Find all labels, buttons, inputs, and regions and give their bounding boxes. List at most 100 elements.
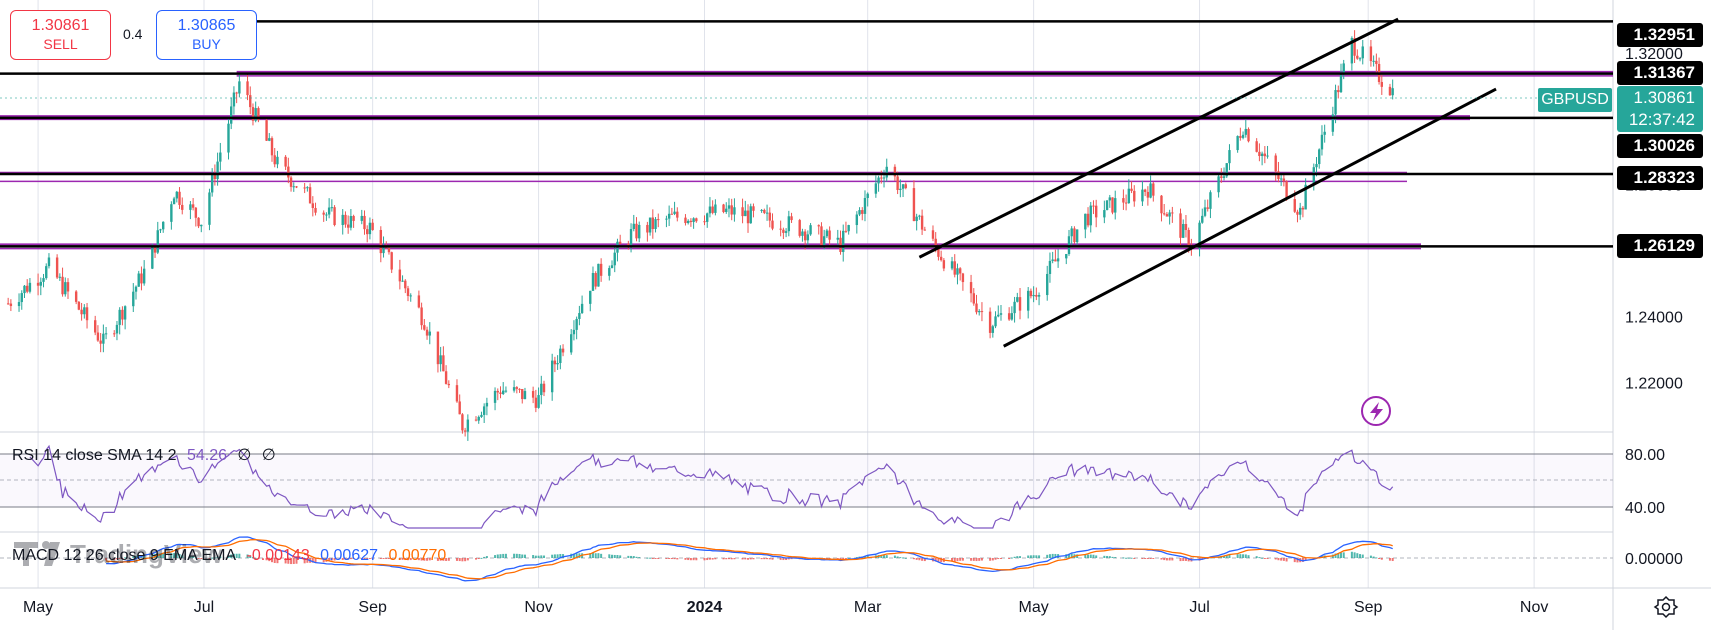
macd-hist-bar (534, 555, 537, 558)
candle (953, 254, 956, 278)
macd-hist-bar (420, 558, 423, 561)
candle (344, 211, 347, 228)
candle (96, 325, 100, 342)
macd-hist-bar (855, 557, 858, 559)
macd-hist-bar (363, 558, 366, 559)
macd-hist-bar (132, 556, 135, 558)
macd-hist-bar (246, 554, 249, 558)
settings-gear-icon[interactable] (1653, 595, 1679, 619)
candle (665, 215, 668, 228)
candle (537, 387, 540, 409)
candle (1056, 249, 1060, 268)
macd-hist-bar (1019, 556, 1022, 558)
candle (915, 213, 918, 231)
macd-hist-bar (1010, 557, 1013, 559)
sell-price: 1.30861 (31, 17, 90, 34)
macd-hist-bar (124, 557, 127, 559)
macd-hist-bar (368, 558, 371, 559)
macd-hist-bar (1239, 554, 1242, 558)
macd-hist-bar (1067, 553, 1070, 558)
macd-hist-bar (766, 558, 769, 560)
rsi-tick-label: 80.00 (1625, 447, 1665, 464)
candle (265, 117, 268, 141)
macd-hist-bar (159, 553, 162, 558)
candle (1111, 197, 1114, 215)
macd-hist-bar (556, 554, 559, 558)
macd-hist-bar (722, 558, 725, 560)
candle (482, 403, 486, 424)
macd-hist-bar (912, 558, 915, 560)
macd-hist-bar (1261, 557, 1264, 559)
macd-hist-bar (1032, 555, 1035, 558)
horizontal-levels[interactable] (0, 20, 1613, 248)
macd-hist-bar (1388, 558, 1391, 561)
macd-hist-bar (787, 558, 790, 560)
macd-hist-bar (303, 558, 306, 564)
lightning-icon[interactable] (1361, 396, 1391, 426)
candle (684, 214, 687, 226)
candle (64, 277, 67, 297)
channel-upper-line[interactable] (918, 17, 1399, 259)
macd-hist-bar (842, 558, 845, 559)
time-axis-ticks: May Jul Sep Nov 2024 Mar May Jul Sep Nov (23, 599, 1548, 616)
candle (1318, 148, 1321, 169)
x-tick-label: 2024 (687, 599, 723, 616)
candle (1026, 287, 1030, 319)
candle (703, 215, 706, 226)
candle (651, 209, 655, 239)
candle (550, 353, 554, 401)
sell-button[interactable]: 1.30861 SELL (10, 10, 111, 60)
macd-hist-bar (1013, 556, 1016, 558)
candle (1244, 119, 1247, 138)
candle (404, 279, 407, 294)
candle (744, 200, 747, 217)
macd-hist-bar (1285, 558, 1288, 562)
macd-hist-bar (385, 558, 388, 559)
candle (1298, 202, 1302, 220)
candle (1048, 252, 1052, 283)
channel-lower-line[interactable] (1003, 87, 1497, 348)
macd-hist-bar (1103, 555, 1106, 558)
macd-hist-bar (173, 553, 176, 558)
macd-hist-bar (741, 558, 744, 560)
macd-hist-bar (1111, 556, 1114, 558)
y-tick-label: 1.24000 (1625, 310, 1683, 327)
candle (200, 224, 203, 233)
candle (570, 329, 573, 355)
candle (858, 207, 861, 217)
macd-hist-bar (537, 555, 540, 558)
x-tick-label: Mar (854, 599, 882, 616)
candle (646, 221, 649, 242)
candle (134, 285, 138, 300)
macd-hist-bar (436, 558, 439, 561)
candle (1130, 181, 1133, 194)
macd-hist-bar (1160, 558, 1163, 560)
macd-hist-bar (1092, 554, 1095, 558)
macd-hist-bar (1095, 555, 1098, 558)
macd-legend[interactable]: MACD 12 26 close 9 EMA EMA -0.00143 0.00… (12, 547, 452, 565)
candle (246, 73, 249, 101)
candle (23, 285, 26, 298)
candle (496, 388, 499, 401)
macd-hist-bar (978, 558, 981, 561)
macd-hist-bar (684, 558, 687, 560)
macd-hist-bar (997, 558, 1000, 560)
macd-hist-bar (1114, 557, 1117, 559)
level-tag-1: 1.32951 (1617, 23, 1703, 47)
trend-channel[interactable] (918, 17, 1497, 348)
candle (839, 230, 842, 255)
candle (232, 86, 236, 115)
candle (74, 290, 78, 305)
symbol-tag: GBPUSD (1538, 88, 1612, 112)
rsi-legend[interactable]: RSI 14 close SMA 14 2 54.26 ∅ ∅ (12, 445, 282, 465)
candle (85, 302, 89, 329)
macd-hist-bar (613, 554, 616, 558)
candle (531, 386, 535, 404)
macd-hist-bar (940, 558, 943, 563)
buy-button[interactable]: 1.30865 BUY (156, 10, 257, 60)
x-tick-label: May (1019, 599, 1049, 616)
candle (874, 175, 878, 198)
macd-hist-bar (407, 558, 410, 561)
